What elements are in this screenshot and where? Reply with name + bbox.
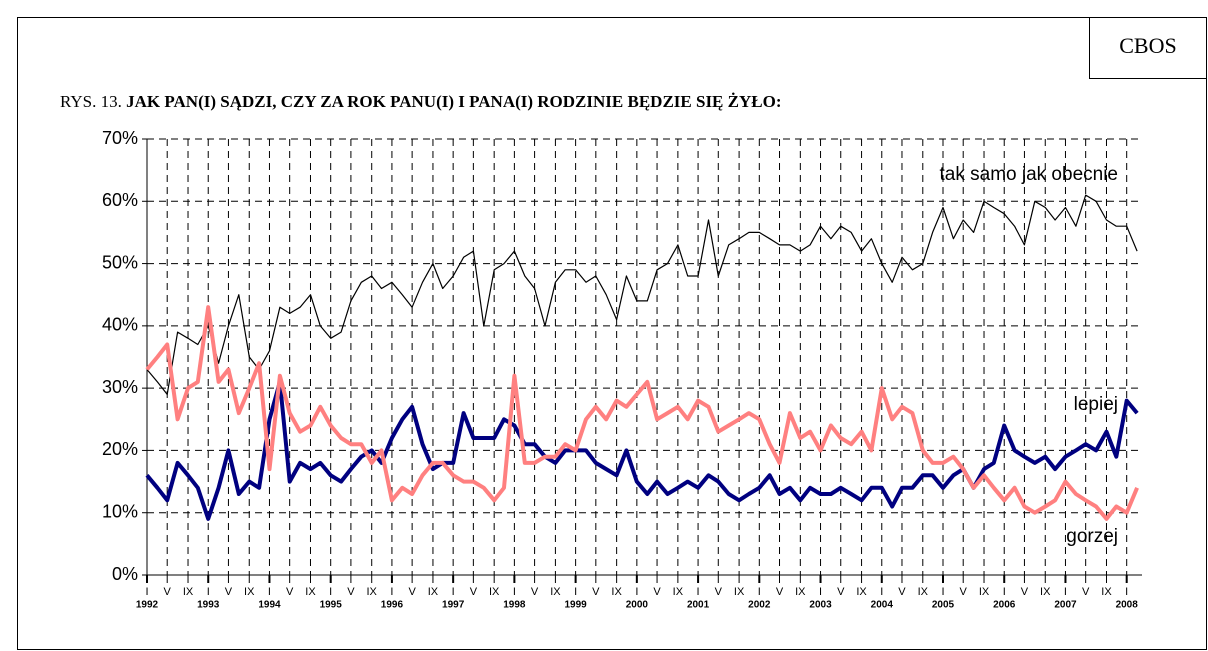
x-tick-label: IX [1101,586,1112,598]
x-tick-label: I [635,586,638,598]
x-tick-label: IX [183,586,194,598]
year-label: 1994 [258,600,281,611]
x-tick-label: IX [856,586,867,598]
x-tick-label: IX [795,586,806,598]
x-tick-label: V [286,586,294,598]
year-label: 2004 [871,600,894,611]
x-tick-label: IX [918,586,929,598]
x-tick-label: IX [1040,586,1051,598]
y-tick-label: 60% [102,190,138,210]
x-tick-label: I [452,586,455,598]
source: CBOS [1119,33,1176,58]
x-tick-label: I [390,586,393,598]
y-tick-label: 70% [102,128,138,148]
source-box [1089,17,1207,79]
y-tick-label: 30% [102,377,138,397]
y-tick-label: 10% [102,501,138,521]
x-tick-label: V [653,586,661,598]
y-tick-label: 0% [112,564,138,584]
x-tick-label: V [1082,586,1090,598]
chart-title: RYS. 13. JAK PAN(I) SĄDZI, CZY ZA ROK PA… [60,92,782,111]
series-label: tak samo jak obecnie [940,164,1119,185]
x-tick-label: I [819,586,822,598]
y-tick-label: 40% [102,315,138,335]
year-label: 2000 [626,600,649,611]
x-tick-label: IX [305,586,316,598]
x-tick-label: V [776,586,784,598]
x-tick-label: IX [367,586,378,598]
x-tick-label: V [837,586,845,598]
year-label: 2006 [993,600,1016,611]
year-label: 1993 [197,600,220,611]
year-label: 2008 [1116,600,1139,611]
frame [17,17,1207,650]
year-label: 1999 [564,600,587,611]
series-label: gorzej [1066,526,1118,547]
x-tick-label: I [574,586,577,598]
x-tick-label: I [513,586,516,598]
x-tick-label: I [697,586,700,598]
year-label: 1998 [503,600,526,611]
x-tick-label: I [1125,586,1128,598]
y-tick-label: 50% [102,252,138,272]
x-tick-label: V [898,586,906,598]
year-label: 2005 [932,600,955,611]
x-tick-label: V [531,586,539,598]
year-label: 1997 [442,600,465,611]
year-label: 2001 [687,600,710,611]
x-tick-label: I [880,586,883,598]
x-tick-label: V [1021,586,1029,598]
year-label: 2002 [748,600,771,611]
x-tick-label: IX [979,586,990,598]
x-tick-label: I [329,586,332,598]
title: JAK PAN(I) SĄDZI, CZY ZA ROK PANU(I) I P… [126,92,781,111]
x-tick-label: V [164,586,172,598]
year-label: 1996 [381,600,404,611]
x-tick-label: IX [734,586,745,598]
x-tick-label: V [470,586,478,598]
x-tick-label: V [960,586,968,598]
x-tick-label: V [225,586,233,598]
x-tick-label: IX [550,586,561,598]
x-tick-label: V [408,586,416,598]
x-tick-label: V [347,586,355,598]
x-tick-label: I [145,586,148,598]
series-label: lepiej [1074,394,1118,415]
year-label: 1995 [320,600,343,611]
x-tick-label: IX [611,586,622,598]
x-tick-label: I [758,586,761,598]
x-tick-label: I [268,586,271,598]
x-tick-label: IX [673,586,684,598]
series-line [145,305,1139,521]
x-tick-label: V [592,586,600,598]
year-label: 2003 [809,600,832,611]
y-tick-label: 20% [102,439,138,459]
year-label: 2007 [1054,600,1077,611]
x-tick-label: I [1064,586,1067,598]
x-tick-label: IX [489,586,500,598]
year-label: 1992 [136,600,159,611]
x-tick-label: IX [428,586,439,598]
figure-label: RYS. 13. [60,92,122,111]
x-tick-label: IX [244,586,255,598]
x-tick-label: V [715,586,723,598]
x-tick-label: I [941,586,944,598]
x-tick-label: I [1003,586,1006,598]
x-tick-label: I [207,586,210,598]
series-line [146,194,1138,395]
